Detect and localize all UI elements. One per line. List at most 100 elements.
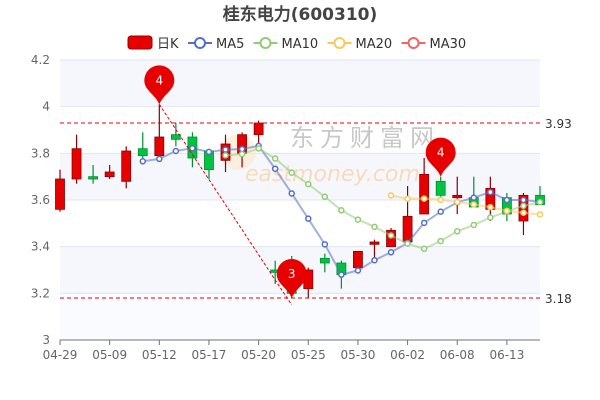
ma10-point xyxy=(338,207,345,214)
ma20-point xyxy=(437,196,444,204)
candle-body xyxy=(55,178,65,210)
legend-circle-icon xyxy=(407,37,420,49)
ma5-point xyxy=(420,219,428,227)
y-tick-label: 4.2 xyxy=(31,53,50,67)
candle-body xyxy=(154,136,165,157)
pin-icon xyxy=(144,65,175,105)
legend-label: MA20 xyxy=(356,37,393,52)
ma5-point xyxy=(470,194,478,201)
legend: 日K MA5 MA10 MA20 MA30 xyxy=(127,35,467,52)
x-tick-label: 04-29 xyxy=(43,348,78,362)
candle-body xyxy=(104,171,115,178)
ma10-point xyxy=(288,169,295,176)
candle-body xyxy=(319,257,330,264)
ma10-point xyxy=(437,237,444,245)
ma5-point xyxy=(305,215,312,222)
ma5-point xyxy=(205,148,213,156)
ma10-point xyxy=(536,198,544,206)
ma20-point xyxy=(404,195,411,203)
legend-label: MA10 xyxy=(282,37,319,52)
ma10-point xyxy=(470,221,478,229)
ma10-point xyxy=(222,152,229,159)
ma5-point xyxy=(288,190,295,197)
legend-item-ma10[interactable]: MA10 xyxy=(253,37,319,52)
x-tick-label: 05-25 xyxy=(291,348,326,362)
candle-body xyxy=(369,241,380,245)
legend-label: MA30 xyxy=(430,37,467,52)
trend-line xyxy=(158,104,293,306)
ma10-point xyxy=(321,193,329,200)
y-tick-label: 4 xyxy=(42,100,50,114)
candle-body xyxy=(121,150,132,182)
mark-point-label: 4 xyxy=(155,73,163,87)
legend-item-ma30[interactable]: MA30 xyxy=(401,37,467,52)
x-tick-label: 05-09 xyxy=(92,348,127,362)
x-tick-label: 06-08 xyxy=(440,348,475,362)
candle-05-31 xyxy=(369,239,380,259)
grid-band xyxy=(60,293,540,340)
mark-line-label: 3.93 xyxy=(545,117,572,131)
candle-05-11 xyxy=(137,132,148,161)
candle-body xyxy=(137,148,148,157)
candle-05-09 xyxy=(104,165,115,179)
candle-body xyxy=(71,148,82,180)
ma20-point xyxy=(453,198,461,206)
ma5-point xyxy=(354,267,362,274)
y-tick-label: 3.2 xyxy=(31,286,50,300)
x-tick-label: 06-02 xyxy=(390,348,425,362)
ma10-point xyxy=(354,216,362,223)
candle-04-29 xyxy=(55,169,65,212)
grid-band xyxy=(60,106,540,154)
legend-circle-icon xyxy=(194,37,206,49)
legend-item-ma5[interactable]: MA5 xyxy=(188,37,244,52)
x-tick-label: 06-13 xyxy=(489,348,524,362)
candle-body xyxy=(452,194,463,199)
ma5-point xyxy=(222,146,229,153)
ma20-point xyxy=(470,201,478,208)
ma5-point xyxy=(321,241,329,248)
candle-06-07 xyxy=(435,176,446,198)
x-tick-label: 05-20 xyxy=(241,348,276,362)
mark-line-label: 3.18 xyxy=(545,292,572,306)
legend-circle-icon xyxy=(259,37,272,49)
ma20-point xyxy=(520,209,527,216)
ma5-point xyxy=(520,196,527,204)
x-tick-label: 05-17 xyxy=(192,348,227,362)
y-tick-label: 3.4 xyxy=(31,240,50,254)
ma20-point xyxy=(420,195,428,202)
candle-body xyxy=(88,176,99,180)
ma20-line xyxy=(390,194,541,216)
ma5-point xyxy=(371,256,378,264)
ma10-point xyxy=(420,245,428,253)
y-tick-label: 3.6 xyxy=(31,193,50,207)
ma5-point xyxy=(139,158,147,165)
ma5-point xyxy=(437,208,444,215)
ma10-point xyxy=(271,155,279,162)
mark-point-pin: 4 xyxy=(144,65,175,105)
ma5-point xyxy=(387,249,395,256)
legend-item-ma20[interactable]: MA20 xyxy=(327,37,393,52)
candle-05-30 xyxy=(353,250,363,269)
candle-05-10 xyxy=(121,146,132,189)
ma10-point xyxy=(453,228,461,235)
ma5-point xyxy=(172,147,180,155)
candle-06-06 xyxy=(419,158,430,215)
ma5-point xyxy=(338,271,345,278)
candle-05-12 xyxy=(154,104,165,157)
ma10-point xyxy=(238,150,246,158)
watermark-url: eastmoney.com xyxy=(245,162,420,187)
mark-point-pin: 3 xyxy=(276,259,307,298)
ma10-point xyxy=(371,223,378,231)
ma5-point xyxy=(156,155,163,163)
legend-item-日k[interactable]: 日K xyxy=(127,35,179,52)
candle-body xyxy=(353,250,363,269)
ma10-point xyxy=(487,214,494,221)
candle-body xyxy=(253,122,264,136)
y-tick-label: 3 xyxy=(42,333,50,347)
legend-label: 日K xyxy=(157,37,179,52)
pin-icon xyxy=(425,137,456,177)
ma10-point xyxy=(520,202,527,210)
y-tick-label: 3.8 xyxy=(31,146,50,160)
